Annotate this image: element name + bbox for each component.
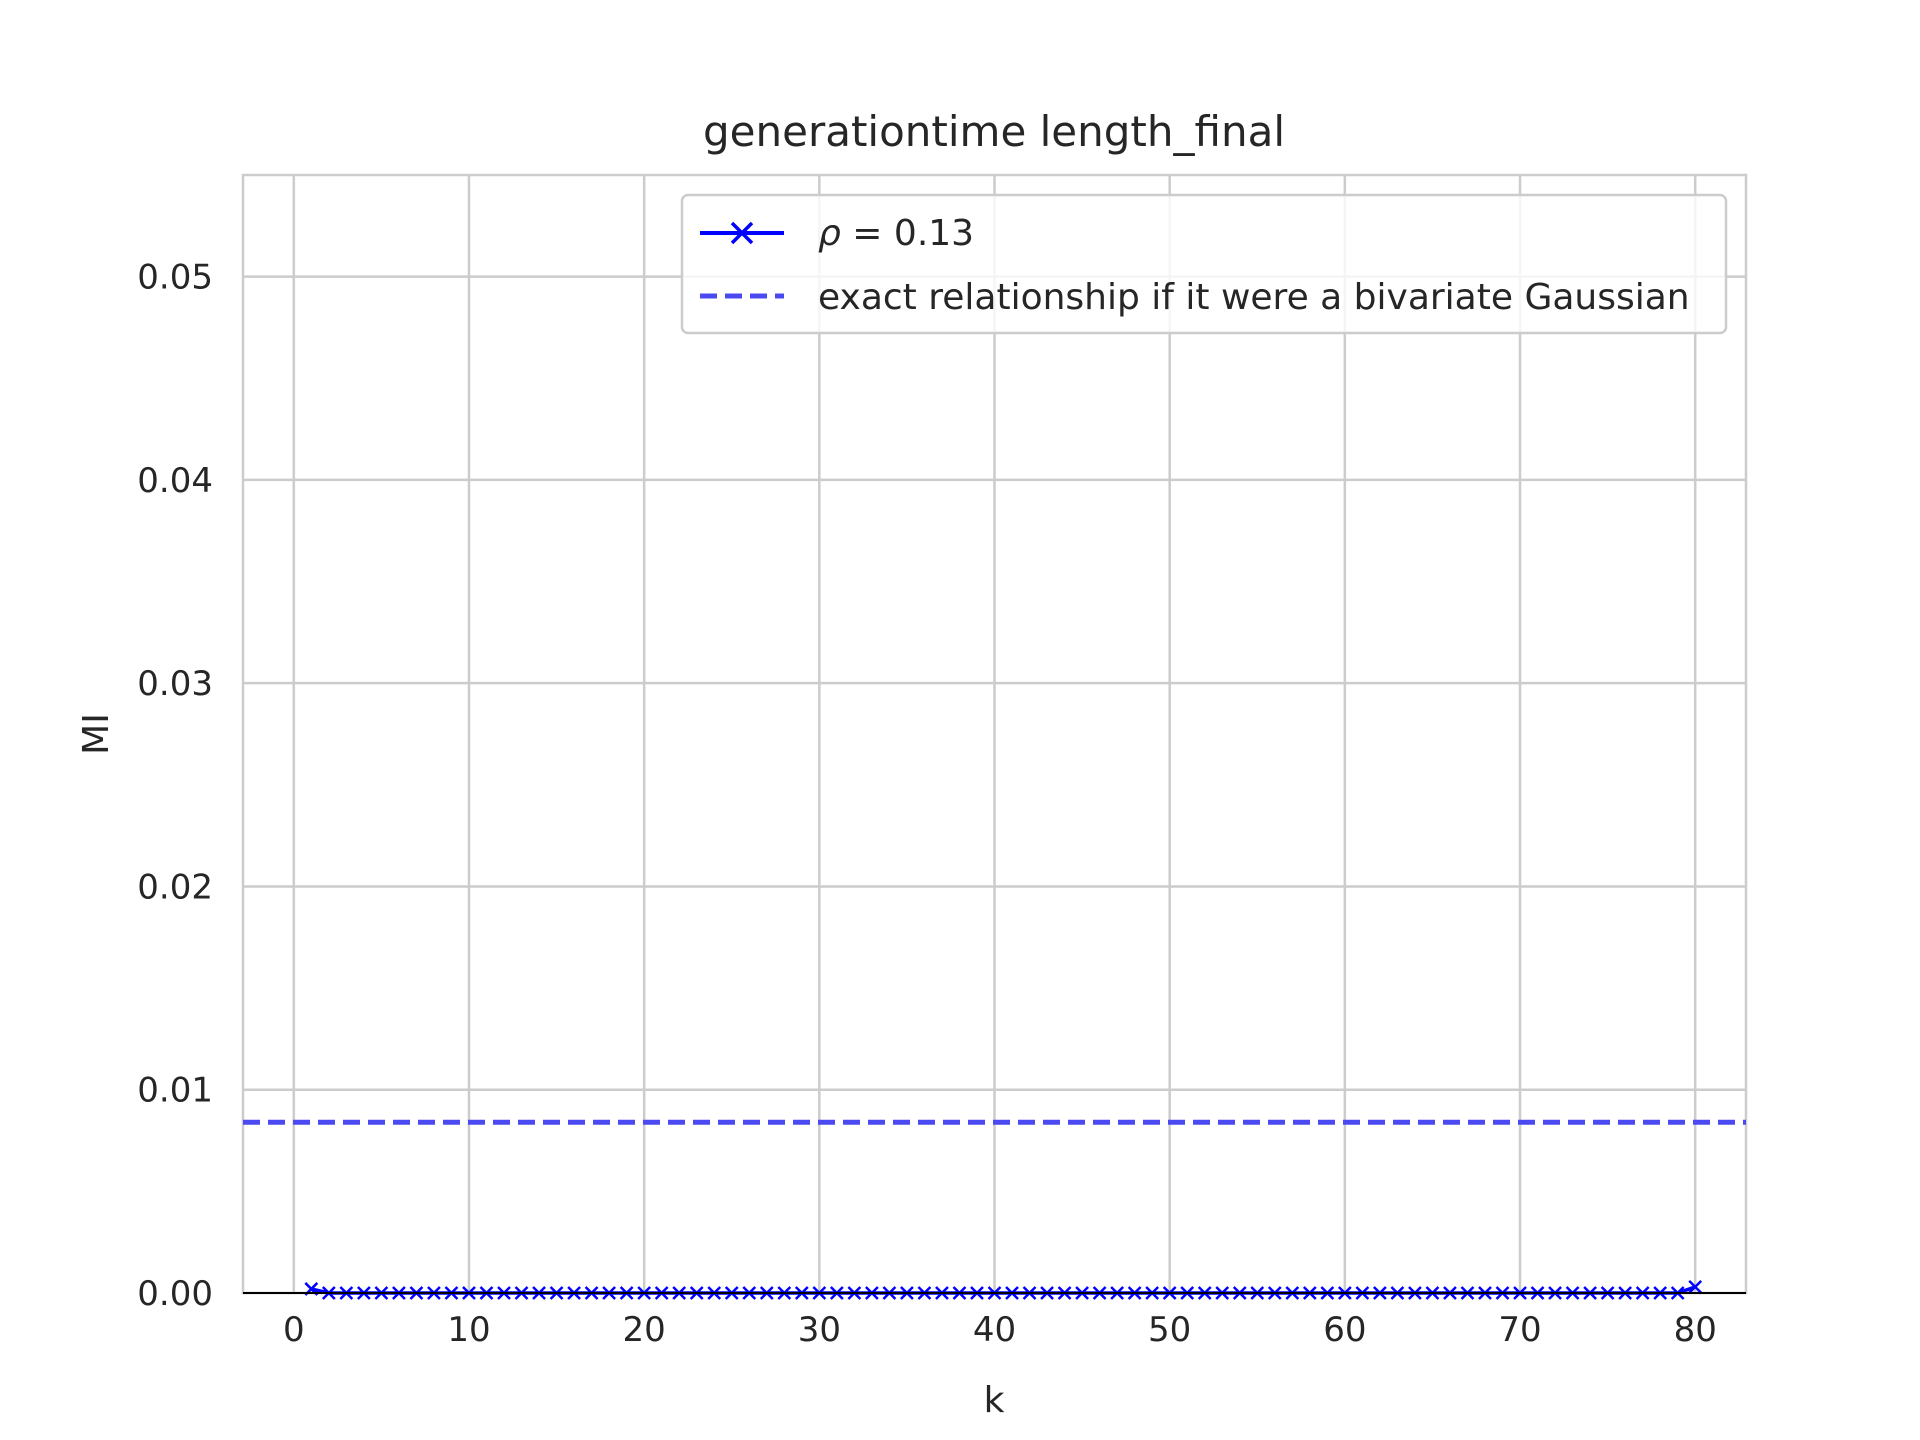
x-axis-label: k [984, 1380, 1005, 1421]
x-tick-label: 70 [1498, 1310, 1541, 1350]
legend: ρ = 0.13 exact relationship if it were a… [680, 193, 1728, 335]
legend-rho-value: = 0.13 [841, 213, 974, 254]
y-tick-label: 0.01 [137, 1071, 213, 1111]
x-tick-labels: 0 10 20 30 40 50 60 70 80 [283, 1310, 1717, 1350]
y-tick-label: 0.03 [137, 664, 213, 704]
legend-box [680, 193, 1728, 335]
y-tick-label: 0.04 [137, 461, 213, 501]
legend-label-rho: ρ = 0.13 [818, 213, 974, 254]
y-tick-label: 0.02 [137, 867, 213, 907]
y-tick-labels: 0.00 0.01 0.02 0.03 0.04 0.05 [137, 258, 213, 1314]
legend-label-gaussian: exact relationship if it were a bivariat… [818, 277, 1690, 318]
y-tick-label: 0.05 [137, 258, 213, 298]
x-tick-label: 80 [1674, 1310, 1717, 1350]
legend-handle-x-marker [730, 221, 754, 245]
x-tick-label: 30 [798, 1310, 841, 1350]
chart-title: generationtime length_final [703, 107, 1285, 156]
x-tick-label: 60 [1323, 1310, 1366, 1350]
x-tick-label: 0 [283, 1310, 305, 1350]
x-tick-label: 10 [447, 1310, 490, 1350]
x-tick-label: 40 [973, 1310, 1016, 1350]
x-tick-label: 50 [1148, 1310, 1191, 1350]
x-grid [292, 175, 1697, 1293]
y-tick-label: 0.00 [137, 1274, 213, 1314]
x-tick-label: 20 [623, 1310, 666, 1350]
mi-point-marker [1688, 1280, 1703, 1294]
y-axis-label: MI [76, 713, 117, 755]
legend-rho-symbol: ρ [818, 213, 841, 254]
